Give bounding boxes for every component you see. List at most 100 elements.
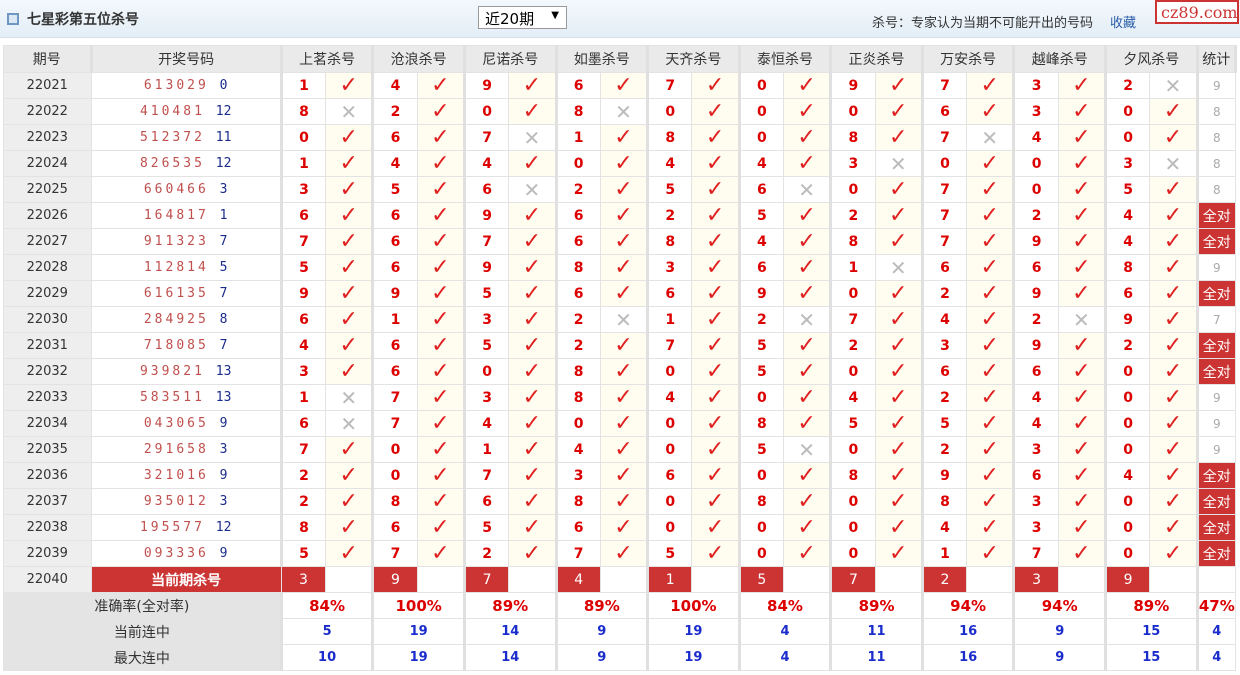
kill-number: 8 [555,98,601,125]
header-expert: 如墨杀号 [555,45,650,73]
summary-value: 100% [372,592,466,619]
draw-numbers: 164817 1 [90,202,283,229]
kill-number: 3 [1104,150,1151,177]
summary-value: 84% [738,592,833,619]
kill-number: 5 [647,540,693,567]
period-select[interactable]: 近20期 ▼ [478,6,567,29]
kill-number: 0 [1104,514,1151,541]
kill-number: 7 [647,332,693,359]
kill-number: 4 [555,436,601,463]
check-icon: ✓ [966,176,1016,203]
check-icon: ✓ [1149,98,1199,125]
kill-number: 0 [830,280,876,307]
kill-number: 5 [463,514,510,541]
check-icon: ✓ [325,332,375,359]
summary-stat: 47% [1196,592,1237,619]
logo-text: cz89.com [1161,2,1238,22]
summary-value: 19 [372,644,466,671]
kill-number: 0 [921,150,968,177]
kill-number: 6 [921,98,968,125]
cross-icon: ✕ [1057,306,1108,333]
kill-number-table: 期号 开奖号码 上茗杀号 沧浪杀号 尼诺杀号 如墨杀号 天齐杀号 泰恒杀号 正炎杀号 万安杀号 越峰… [3,45,1238,671]
kill-number: 0 [372,436,418,463]
check-icon: ✓ [874,540,924,567]
check-icon: ✓ [782,384,833,411]
table-row: 22036 321016 9 2 ✓ 0 ✓ 7 ✓ 3 ✓ 6 ✓ 0 ✓ 8 ✓ 9 ✓ 6 ✓ 4 ✓ 全对 [3,462,1237,489]
check-icon: ✓ [599,72,650,99]
summary-value: 9 [555,618,650,645]
kill-number: 7 [463,462,510,489]
kill-number: 4 [463,410,510,437]
kill-number: 2 [1013,306,1059,333]
kill-number: 1 [647,306,693,333]
check-icon: ✓ [1149,436,1199,463]
special-number: 5 [219,260,228,275]
check-icon: ✓ [691,306,741,333]
check-icon: ✓ [691,124,741,151]
period-cell: 22022 [3,98,92,125]
header-period: 期号 [3,45,93,73]
check-icon: ✓ [1057,176,1108,203]
summary-value: 16 [921,644,1016,671]
special-number: 8 [219,312,228,327]
all-correct-badge: 全对 [1196,488,1237,515]
check-icon: ✓ [1149,410,1199,437]
kill-number: 4 [647,384,693,411]
all-correct-badge: 全对 [1196,540,1237,567]
cross-icon: ✕ [782,436,833,463]
kill-number: 6 [1104,280,1151,307]
summary-row: 准确率(全对率) 84% 100% 89% 89% 100% 84% 89% 94% 94% 89%… [3,592,1237,619]
kill-number: 6 [372,514,418,541]
check-icon: ✓ [874,72,924,99]
empty-cell [1149,566,1199,593]
page-title-text: 七星彩第五位杀号 [27,12,139,28]
check-icon: ✓ [599,540,650,567]
check-icon: ✓ [782,202,833,229]
special-number: 11 [215,130,232,145]
current-kill-number: 7 [830,566,876,593]
special-number: 12 [215,104,232,119]
check-icon: ✓ [416,306,466,333]
square-icon [7,13,19,25]
kill-number: 7 [372,410,418,437]
table-row: 22024 826535 12 1 ✓ 4 ✓ 4 ✓ 0 ✓ 4 ✓ 4 ✓ 3 ✕ 0 ✓ 0 ✓ 3 ✕ 8 [3,150,1237,177]
draw-numbers: 410481 12 [90,98,283,125]
special-number: 9 [219,416,228,431]
current-kill-number: 1 [647,566,693,593]
summary-value: 94% [921,592,1016,619]
kill-number: 5 [372,176,418,203]
check-icon: ✓ [1149,202,1199,229]
summary-value: 19 [372,618,466,645]
kill-number: 6 [647,280,693,307]
kill-number: 2 [555,306,601,333]
check-icon: ✓ [1057,228,1108,255]
check-icon: ✓ [599,358,650,385]
kill-number: 2 [555,176,601,203]
check-icon: ✓ [874,462,924,489]
kill-number: 5 [1104,176,1151,203]
check-icon: ✓ [966,410,1016,437]
favorite-link[interactable]: 收藏 [1110,16,1137,31]
kill-number: 2 [830,202,876,229]
kill-number: 6 [1013,254,1059,281]
header-expert: 沧浪杀号 [372,45,466,73]
kill-number: 1 [555,124,601,151]
table-row: 22037 935012 3 2 ✓ 8 ✓ 6 ✓ 8 ✓ 0 ✓ 8 ✓ 0 ✓ 8 ✓ 3 ✓ 0 ✓ 全对 [3,488,1237,515]
kill-number: 4 [1104,462,1151,489]
kill-number: 7 [921,228,968,255]
check-icon: ✓ [782,358,833,385]
summary-value: 16 [921,618,1016,645]
period-cell: 22026 [3,202,92,229]
check-icon: ✓ [966,254,1016,281]
kill-number: 0 [738,124,784,151]
kill-number: 3 [1013,488,1059,515]
kill-number: 0 [1013,150,1059,177]
check-icon: ✓ [416,72,466,99]
summary-value: 89% [463,592,558,619]
kill-number: 7 [647,72,693,99]
kill-number: 3 [1013,72,1059,99]
check-icon: ✓ [966,332,1016,359]
current-kill-number: 9 [372,566,418,593]
draw-numbers: 583511 13 [90,384,283,411]
kill-number: 1 [280,384,327,411]
